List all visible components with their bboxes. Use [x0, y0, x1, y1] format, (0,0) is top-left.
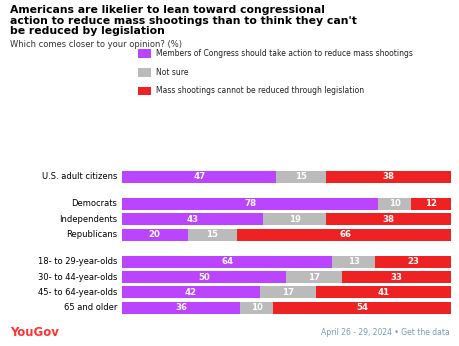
Bar — [341, 271, 450, 283]
Text: 36: 36 — [175, 303, 187, 312]
Bar — [122, 302, 240, 314]
Bar — [122, 271, 285, 283]
Bar — [315, 286, 450, 299]
Text: Republicans: Republicans — [66, 230, 117, 239]
Text: 33: 33 — [390, 273, 402, 282]
Bar — [122, 198, 378, 210]
Text: 50: 50 — [198, 273, 210, 282]
Text: 23: 23 — [406, 257, 418, 266]
Text: 43: 43 — [186, 215, 198, 224]
Text: 41: 41 — [376, 288, 389, 297]
Bar — [240, 302, 273, 314]
Text: 54: 54 — [355, 303, 367, 312]
Text: 64: 64 — [221, 257, 233, 266]
Text: Americans are likelier to lean toward congressional: Americans are likelier to lean toward co… — [10, 5, 325, 15]
Bar — [122, 256, 332, 267]
Text: Not sure: Not sure — [156, 68, 189, 77]
Text: 19: 19 — [288, 215, 300, 224]
Bar — [332, 256, 375, 267]
Bar — [325, 213, 450, 225]
Bar — [375, 256, 450, 267]
Text: Members of Congress should take action to reduce mass shootings: Members of Congress should take action t… — [156, 49, 412, 58]
Text: 15: 15 — [206, 230, 218, 239]
Text: Independents: Independents — [59, 215, 117, 224]
Bar — [122, 213, 263, 225]
Text: YouGov: YouGov — [10, 326, 59, 339]
Bar — [378, 198, 410, 210]
Text: 17: 17 — [281, 288, 293, 297]
Bar — [122, 171, 276, 183]
Text: 20: 20 — [149, 230, 160, 239]
Bar — [122, 229, 187, 240]
Text: action to reduce mass shootings than to think they can't: action to reduce mass shootings than to … — [10, 16, 356, 26]
Text: 38: 38 — [381, 172, 393, 181]
Bar — [285, 271, 341, 283]
Bar — [122, 286, 259, 299]
Bar — [187, 229, 236, 240]
Text: 45- to 64-year-olds: 45- to 64-year-olds — [38, 288, 117, 297]
Text: be reduced by legislation: be reduced by legislation — [10, 26, 165, 36]
Text: 13: 13 — [347, 257, 359, 266]
Bar — [276, 171, 325, 183]
Bar — [236, 229, 453, 240]
Text: 12: 12 — [424, 199, 436, 208]
Bar — [259, 286, 315, 299]
Text: April 26 - 29, 2024 • Get the data: April 26 - 29, 2024 • Get the data — [320, 328, 449, 337]
Text: U.S. adult citizens: U.S. adult citizens — [41, 172, 117, 181]
Text: 17: 17 — [308, 273, 319, 282]
Text: Mass shootings cannot be reduced through legislation: Mass shootings cannot be reduced through… — [156, 86, 364, 95]
Text: Which comes closer to your opinion? (%): Which comes closer to your opinion? (%) — [10, 40, 182, 49]
Text: 66: 66 — [339, 230, 351, 239]
Text: 10: 10 — [250, 303, 262, 312]
Bar — [410, 198, 450, 210]
Text: 18- to 29-year-olds: 18- to 29-year-olds — [38, 257, 117, 266]
Bar — [325, 171, 450, 183]
Text: Democrats: Democrats — [71, 199, 117, 208]
Text: 38: 38 — [381, 215, 393, 224]
Text: 10: 10 — [388, 199, 400, 208]
Text: 47: 47 — [193, 172, 205, 181]
Bar — [273, 302, 450, 314]
Text: 42: 42 — [185, 288, 196, 297]
Bar — [263, 213, 325, 225]
Text: 78: 78 — [244, 199, 256, 208]
Text: 65 and older: 65 and older — [63, 303, 117, 312]
Text: 15: 15 — [295, 172, 307, 181]
Text: 30- to 44-year-olds: 30- to 44-year-olds — [38, 273, 117, 282]
